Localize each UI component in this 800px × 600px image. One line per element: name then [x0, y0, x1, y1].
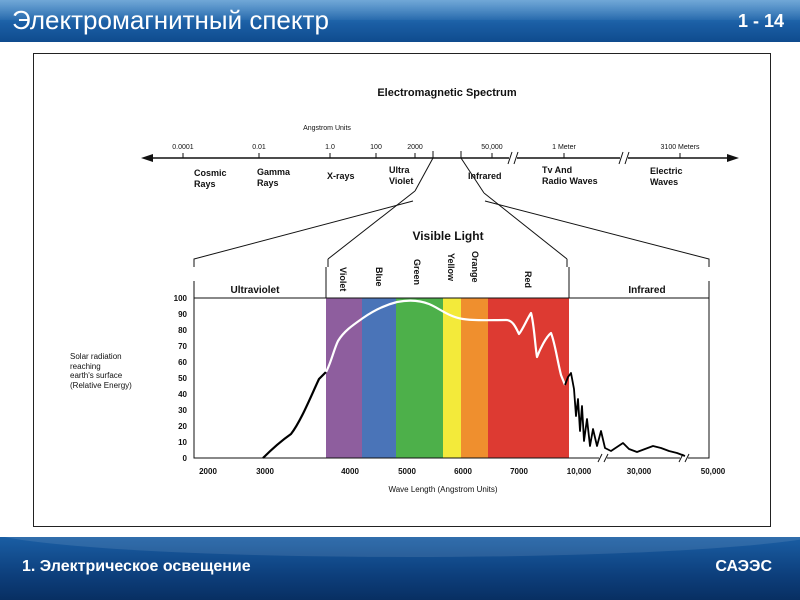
band-violet: [326, 298, 362, 458]
slide-number: 1 - 14: [737, 11, 784, 31]
curve-black-right: [564, 372, 686, 457]
footer-wave: [0, 537, 800, 557]
band-label-red: Red: [523, 271, 533, 288]
spectrum-arrow: [141, 151, 739, 165]
y-tick: 20: [178, 422, 187, 431]
region-electric-waves-2: Waves: [650, 177, 678, 187]
x-tick: 30,000: [627, 467, 652, 476]
slide-title: Электромагнитный спектр: [12, 5, 329, 35]
region-cosmic-rays: Cosmic: [194, 168, 227, 178]
spectrum-diagram: Electromagnetic Spectrum Angstrom Units …: [70, 87, 739, 494]
visible-light-title: Visible Light: [412, 229, 483, 243]
y-tick: 40: [178, 390, 187, 399]
x-tick: 7000: [510, 467, 528, 476]
x-tick: 3000: [256, 467, 274, 476]
spectrum-tick: 1 Meter: [552, 144, 576, 151]
title-bar: Электромагнитный спектр 1 - 14: [0, 0, 800, 42]
band-labels: Violet Blue Green Yellow Orange Red: [338, 251, 533, 291]
y-tick-labels: 100 90 80 70 60 50 40 30 20 10 0: [174, 294, 188, 463]
region-tv-radio-2: Radio Waves: [542, 176, 598, 186]
region-ultra-violet-2: Violet: [389, 176, 413, 186]
band-label-yellow: Yellow: [446, 253, 456, 282]
x-tick: 6000: [454, 467, 472, 476]
y-tick: 50: [178, 374, 187, 383]
region-x-rays: X-rays: [327, 171, 355, 181]
spectrum-tick: 3100 Meters: [661, 144, 700, 151]
region-ultra-violet: Ultra: [389, 165, 410, 175]
x-tick: 5000: [398, 467, 416, 476]
x-axis-breaks: [597, 453, 690, 463]
spectrum-tick: 0.01: [252, 144, 266, 151]
y-label-line: Solar radiation: [70, 352, 122, 361]
curve-black-left: [262, 371, 327, 459]
chart-frame: [193, 267, 710, 459]
y-tick: 60: [178, 358, 187, 367]
y-tick: 70: [178, 342, 187, 351]
region-gamma-rays-2: Rays: [257, 178, 279, 188]
y-tick: 0: [183, 454, 188, 463]
spectrum-tick: 1.0: [325, 144, 335, 151]
y-tick: 80: [178, 326, 187, 335]
y-tick: 10: [178, 438, 187, 447]
spectrum-tick: 50,000: [481, 144, 503, 151]
y-label-line: (Relative Energy): [70, 381, 132, 390]
y-tick: 90: [178, 310, 187, 319]
scale-label: Angstrom Units: [303, 125, 351, 132]
region-tv-radio: Tv And: [542, 165, 572, 175]
title-bar-shine: [0, 0, 800, 20]
spectrum-figure: Electromagnetic Spectrum Angstrom Units …: [33, 53, 771, 527]
band-label-blue: Blue: [374, 267, 384, 287]
y-label-line: reaching: [70, 362, 101, 371]
spectrum-region-labels: Cosmic Rays Gamma Rays X-rays Ultra Viol…: [194, 165, 683, 189]
band-red: [488, 298, 569, 458]
x-tick: 50,000: [701, 467, 726, 476]
region-cosmic-rays-2: Rays: [194, 179, 216, 189]
ultraviolet-label: Ultraviolet: [231, 285, 281, 296]
solar-radiation-curve: [262, 299, 686, 459]
footer-organization: САЭЭС: [715, 558, 772, 575]
footer-section-title: 1. Электрическое освещение: [22, 558, 251, 575]
spectrum-tick-labels: 0.0001 0.01 1.0 100 2000 50,000 1 Meter …: [172, 144, 700, 151]
x-axis-label: Wave Length (Angstrom Units): [388, 485, 497, 494]
band-blue: [362, 298, 396, 458]
band-label-orange: Orange: [470, 251, 480, 283]
footer-bar: 1. Электрическое освещение САЭЭС: [0, 537, 800, 600]
region-gamma-rays: Gamma: [257, 167, 291, 177]
band-yellow: [443, 298, 461, 458]
band-label-violet: Violet: [338, 267, 348, 291]
y-label-line: earth's surface: [70, 371, 123, 380]
y-axis-label: Solar radiation reaching earth's surface…: [70, 352, 132, 390]
x-tick-labels: 2000 3000 4000 5000 6000 7000 10,000 30,…: [199, 467, 726, 476]
band-orange: [461, 298, 488, 458]
zoom-lines: [193, 157, 710, 267]
spectrum-title: Electromagnetic Spectrum: [377, 87, 517, 99]
x-tick: 2000: [199, 467, 217, 476]
spectrum-tick: 0.0001: [172, 144, 194, 151]
spectrum-tick: 100: [370, 144, 382, 151]
y-tick: 30: [178, 406, 187, 415]
visible-bands: [326, 298, 569, 458]
y-tick: 100: [174, 294, 188, 303]
band-green: [396, 298, 443, 458]
x-tick: 4000: [341, 467, 359, 476]
infrared-label: Infrared: [628, 285, 665, 296]
region-electric-waves: Electric: [650, 166, 683, 176]
x-tick: 10,000: [567, 467, 592, 476]
region-infrared: Infrared: [468, 171, 502, 181]
band-label-green: Green: [412, 259, 422, 285]
spectrum-tick: 2000: [407, 144, 423, 151]
curve-white-visible: [325, 299, 567, 386]
